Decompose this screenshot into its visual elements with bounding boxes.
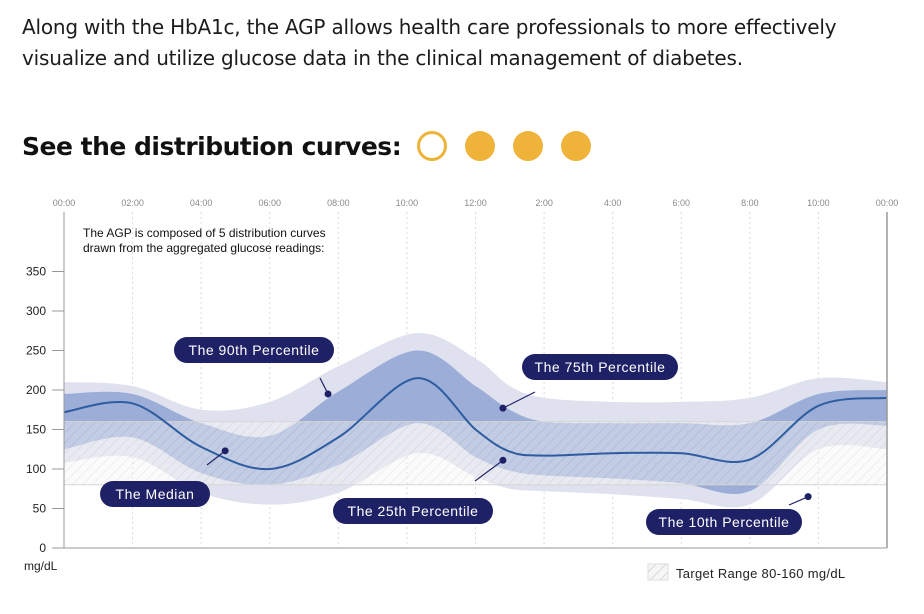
chart-description-line-1: The AGP is composed of 5 distribution cu… — [83, 226, 326, 240]
x-tick-label: 04:00 — [190, 198, 213, 208]
x-tick-label: 08:00 — [327, 198, 350, 208]
curve-step-dot-2[interactable] — [465, 131, 496, 161]
target-range-band — [64, 421, 887, 486]
y-tick-label: 300 — [26, 304, 46, 318]
y-tick-label: 350 — [26, 265, 46, 279]
median-line-group — [63, 377, 888, 471]
target-range-area — [64, 421, 887, 485]
median-line — [63, 377, 888, 471]
x-tick-label: 00:00 — [53, 198, 76, 208]
callout-label: The 90th Percentile — [189, 342, 320, 358]
intro-line-1: Along with the HbA1c, the AGP allows hea… — [22, 15, 837, 39]
x-tick-label: 00:00 — [876, 198, 899, 208]
y-tick-label: 100 — [26, 462, 46, 476]
x-tick-label: 10:00 — [807, 198, 830, 208]
curve-selector-label: See the distribution curves: — [22, 131, 402, 161]
callout-marker — [499, 456, 507, 464]
target-range-legend: Target Range 80-160 mg/dL — [647, 563, 845, 581]
intro-line-2: visualize and utilize glucose data in th… — [22, 46, 743, 70]
callout-leader — [474, 459, 504, 482]
x-tick-label: 2:00 — [535, 198, 553, 208]
callout-marker — [499, 404, 507, 412]
x-tick-label: 4:00 — [604, 198, 622, 208]
chart-description: The AGP is composed of 5 distribution cu… — [83, 226, 326, 255]
x-tick-label: 10:00 — [396, 198, 419, 208]
callout-pill — [100, 481, 210, 507]
intro-text: Along with the HbA1c, the AGP allows hea… — [22, 12, 902, 74]
callout-marker — [221, 447, 229, 455]
callout-leader — [206, 450, 226, 466]
callout-4: The 25th Percentile — [333, 456, 507, 524]
callout-label: The 75th Percentile — [535, 359, 666, 375]
curve-step-dot-3[interactable] — [513, 131, 544, 161]
agp-chart: 00:00 02:00 04:00 06:00 08:00 10:00 12:00 2:00 4… — [24, 198, 899, 581]
y-tick-label: 200 — [26, 383, 46, 397]
callout-3: The Median — [100, 447, 229, 507]
x-axis-ticks: 00:00 02:00 04:00 06:00 08:00 10:00 12:00 2:00 4… — [53, 198, 899, 208]
callout-pill — [174, 337, 334, 363]
x-tick-label: 06:00 — [258, 198, 281, 208]
y-axis-unit: mg/dL — [24, 559, 58, 573]
callout-label: The 25th Percentile — [348, 503, 479, 519]
x-tick-label: 8:00 — [741, 198, 759, 208]
callout-2: The 75th Percentile — [499, 354, 678, 412]
target-range-swatch — [647, 563, 669, 581]
callout-pill — [522, 354, 678, 380]
chart-description-line-2: drawn from the aggregated glucose readin… — [83, 241, 324, 255]
percentile-callouts: The 90th Percentile The 75th Percentile Th… — [100, 337, 812, 535]
curve-step-dot-1[interactable] — [417, 131, 448, 161]
y-tick-label: 150 — [26, 423, 46, 437]
callout-leader — [502, 391, 536, 409]
curve-step-dot-4[interactable] — [561, 131, 592, 161]
callout-5: The 10th Percentile — [646, 493, 812, 535]
x-tick-label: 02:00 — [121, 198, 144, 208]
target-range-legend-label: Target Range 80-160 mg/dL — [676, 566, 845, 581]
callout-1: The 90th Percentile — [174, 337, 334, 398]
callout-marker — [324, 390, 332, 398]
callout-marker — [804, 493, 812, 501]
y-tick-label: 50 — [33, 502, 47, 516]
y-tick-label: 250 — [26, 344, 46, 358]
callout-pill — [333, 498, 493, 524]
callout-label: The 10th Percentile — [659, 514, 790, 530]
callout-pill — [646, 509, 802, 535]
x-tick-label: 12:00 — [464, 198, 487, 208]
y-axis-ticks: 0 50 100 150 200 250 300 350 — [26, 265, 64, 555]
axes — [63, 212, 888, 549]
callout-label: The Median — [116, 486, 195, 502]
curve-selector: See the distribution curves: — [22, 126, 609, 166]
curve-step-dots — [417, 131, 609, 161]
y-tick-label: 0 — [39, 541, 46, 555]
x-tick-label: 6:00 — [672, 198, 690, 208]
